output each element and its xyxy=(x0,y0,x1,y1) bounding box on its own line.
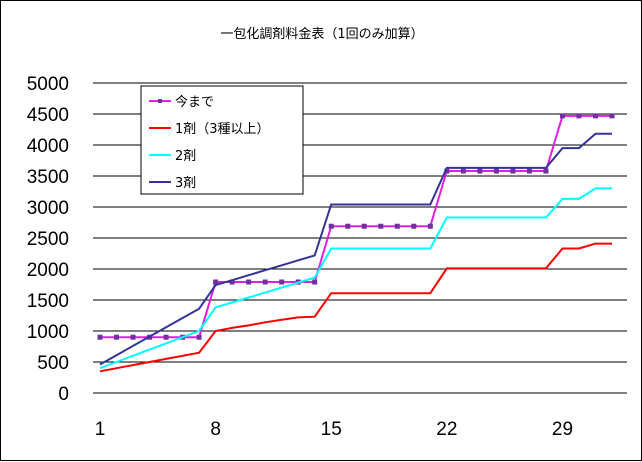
series-line xyxy=(99,132,612,366)
data-point xyxy=(114,334,120,340)
y-tick-label: 1000 xyxy=(27,322,69,343)
data-point xyxy=(279,279,285,285)
data-point xyxy=(312,279,318,285)
data-point xyxy=(163,334,169,340)
legend-marker xyxy=(158,99,162,103)
data-point xyxy=(213,279,219,285)
data-point xyxy=(576,113,582,119)
series-line xyxy=(99,242,612,373)
data-point xyxy=(460,168,466,174)
data-point xyxy=(510,168,516,174)
y-tick-label: 0 xyxy=(58,384,69,405)
x-tick-label: 1 xyxy=(95,419,106,440)
data-point xyxy=(543,168,549,174)
legend-box xyxy=(140,85,304,195)
data-point xyxy=(493,168,499,174)
data-point xyxy=(345,223,351,229)
legend-label: 3剤 xyxy=(175,175,196,191)
legend: 今まで 1剤（3種以上） 2剤 3剤 xyxy=(140,85,304,195)
data-point xyxy=(328,223,334,229)
data-point xyxy=(97,334,103,340)
series-line xyxy=(99,187,612,370)
x-tick-label: 8 xyxy=(210,419,221,440)
y-tick-label: 4000 xyxy=(27,136,69,157)
data-point xyxy=(378,223,384,229)
data-point xyxy=(559,113,565,119)
y-tick-label: 2500 xyxy=(27,229,69,250)
data-point xyxy=(361,223,367,229)
data-point xyxy=(262,279,268,285)
data-point xyxy=(246,279,252,285)
axis-layer: 0 500 1000 1500 2000 2500 3000 3500 4000 4500 5000… xyxy=(27,74,627,440)
y-tick-label: 500 xyxy=(37,353,69,374)
legend-label: 1剤（3種以上） xyxy=(175,121,270,137)
x-tick-label: 29 xyxy=(552,419,573,440)
y-tick-label: 1500 xyxy=(27,291,69,312)
data-point xyxy=(526,168,532,174)
legend-label: 今まで xyxy=(175,94,214,110)
legend-label: 2剤 xyxy=(175,148,196,164)
data-point xyxy=(427,223,433,229)
y-tick-label: 4500 xyxy=(27,105,69,126)
y-tick-label: 3500 xyxy=(27,167,69,188)
data-point xyxy=(196,334,202,340)
data-point xyxy=(394,223,400,229)
data-point xyxy=(130,334,136,340)
x-tick-label: 15 xyxy=(321,419,342,440)
data-point xyxy=(477,168,483,174)
y-tick-label: 3000 xyxy=(27,198,69,219)
data-point xyxy=(411,223,417,229)
x-tick-label: 22 xyxy=(436,419,457,440)
data-point xyxy=(592,113,598,119)
data-point xyxy=(609,113,615,119)
y-tick-label: 5000 xyxy=(27,74,69,95)
chart-title: 一包化調剤料金表（1回のみ加算） xyxy=(220,26,423,42)
y-tick-label: 2000 xyxy=(27,260,69,281)
series-layer xyxy=(97,113,615,373)
